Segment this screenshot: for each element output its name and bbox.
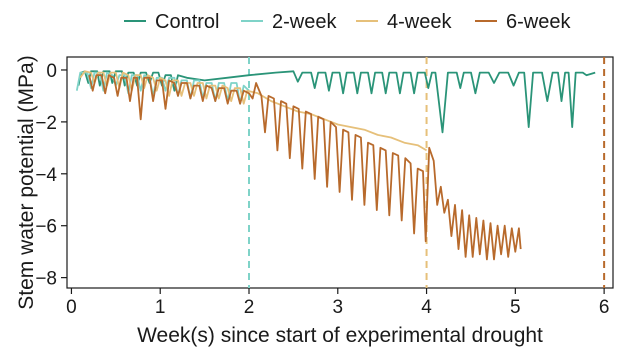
x-tick-label: 5: [510, 297, 521, 318]
x-tick-label: 3: [332, 297, 343, 318]
x-axis-title: Week(s) since start of experimental drou…: [137, 324, 543, 347]
y-axis-title: Stem water potential (MPa): [15, 55, 38, 309]
y-axis: 0 −2 −4 −6 −8: [35, 61, 67, 290]
x-tick-label: 6: [599, 297, 610, 318]
y-tick-label: −6: [35, 217, 57, 238]
x-tick-label: 0: [66, 297, 77, 318]
legend-label-control: Control: [155, 11, 219, 33]
series-line-6-week: [88, 74, 522, 261]
x-tick-label: 4: [421, 297, 432, 318]
y-tick-label: −8: [35, 269, 57, 290]
y-tick-label: −4: [35, 165, 57, 186]
legend-label-6-week: 6-week: [506, 11, 571, 33]
legend: Control 2-week 4-week 6-week: [124, 11, 571, 33]
y-tick-label: −2: [35, 113, 57, 134]
plot-frame: [66, 56, 614, 289]
plot-area: [66, 56, 614, 289]
x-tick-label: 1: [155, 297, 166, 318]
y-tick-label: 0: [46, 61, 57, 82]
series-line-2-week: [75, 71, 250, 105]
x-tick-label: 2: [244, 297, 255, 318]
x-axis: 0 1 2 3 4 5 6: [66, 288, 609, 318]
legend-label-2-week: 2-week: [272, 11, 337, 33]
legend-label-4-week: 4-week: [387, 11, 452, 33]
series-lines: [75, 70, 596, 261]
reference-lines: [248, 57, 606, 288]
